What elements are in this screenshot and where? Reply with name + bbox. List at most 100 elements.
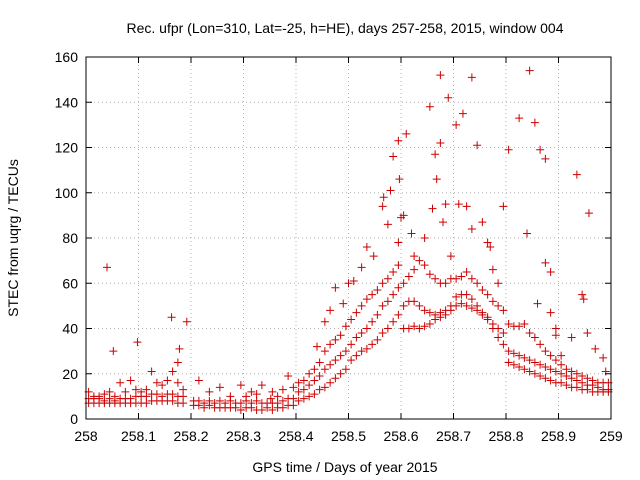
data-point (462, 267, 471, 276)
data-point (509, 349, 518, 358)
data-point (504, 319, 513, 328)
data-point (305, 369, 314, 378)
data-point (147, 367, 156, 376)
data-point (331, 283, 340, 292)
y-tick-label: 160 (55, 49, 79, 65)
data-point (473, 301, 482, 310)
data-point (591, 344, 600, 353)
data-point (383, 220, 392, 229)
data-point (525, 367, 534, 376)
data-point (601, 367, 610, 376)
x-tick-label: 258.3 (226, 428, 261, 444)
data-point (515, 362, 524, 371)
data-point (131, 385, 140, 394)
data-point (584, 209, 593, 218)
data-point (278, 385, 287, 394)
data-point (567, 367, 576, 376)
data-point (546, 351, 555, 360)
data-point (336, 351, 345, 360)
data-point (357, 263, 366, 272)
data-point (394, 136, 403, 145)
data-point (294, 396, 303, 405)
data-point (541, 154, 550, 163)
data-point (200, 403, 209, 412)
data-point (336, 331, 345, 340)
data-point (126, 376, 135, 385)
data-point (436, 71, 445, 80)
y-axis-label: STEC from uqrg / TECUs (5, 159, 21, 317)
x-tick-label: 258.2 (173, 428, 208, 444)
data-point (299, 376, 308, 385)
x-tick-label: 258.5 (331, 428, 366, 444)
data-point (515, 322, 524, 331)
y-tick-label: 120 (55, 140, 79, 156)
data-point (410, 322, 419, 331)
data-point (515, 351, 524, 360)
data-point (266, 394, 275, 403)
data-point (362, 344, 371, 353)
data-point (320, 383, 329, 392)
data-point (173, 358, 182, 367)
x-axis-label: GPS time / Days of year 2015 (252, 459, 437, 475)
data-point (205, 401, 214, 410)
data-point (167, 313, 176, 322)
y-tick-label: 80 (62, 230, 78, 246)
data-point (478, 286, 487, 295)
x-tick-label: 259 (599, 428, 623, 444)
data-point (179, 392, 188, 401)
y-tick-label: 40 (62, 321, 78, 337)
grid-lines (86, 57, 611, 419)
data-point (520, 365, 529, 374)
data-point (399, 279, 408, 288)
data-point (252, 390, 261, 399)
data-point (488, 265, 497, 274)
data-point (499, 329, 508, 338)
data-point (168, 396, 177, 405)
data-point (473, 279, 482, 288)
data-point (294, 387, 303, 396)
data-point (331, 374, 340, 383)
data-point (462, 202, 471, 211)
data-point (499, 340, 508, 349)
data-point (431, 150, 440, 159)
data-point (109, 347, 118, 356)
data-point (399, 211, 408, 220)
data-point (263, 403, 272, 412)
data-point (142, 399, 151, 408)
data-point (278, 396, 287, 405)
data-point (331, 356, 340, 365)
data-point (541, 374, 550, 383)
data-point (583, 374, 592, 383)
data-point (462, 301, 471, 310)
data-point (313, 342, 321, 351)
data-point (431, 310, 440, 319)
data-point (425, 308, 434, 317)
data-point (352, 308, 361, 317)
data-point (546, 365, 555, 374)
data-point (436, 313, 445, 322)
y-tick-label: 100 (55, 185, 79, 201)
data-point (515, 114, 524, 123)
data-point (278, 403, 287, 412)
data-point (572, 376, 581, 385)
y-tick-label: 0 (70, 411, 78, 427)
data-point (231, 403, 240, 412)
data-point (439, 218, 447, 227)
data-point (467, 73, 476, 82)
data-point (399, 301, 408, 310)
x-tick-label: 258.9 (541, 428, 576, 444)
data-point (383, 297, 392, 306)
data-point (452, 301, 461, 310)
data-point (444, 93, 453, 102)
data-point (578, 378, 587, 387)
data-point (383, 274, 392, 283)
data-point (425, 319, 434, 328)
data-point (446, 252, 455, 261)
data-point (152, 378, 161, 387)
data-point (562, 365, 571, 374)
data-point (425, 102, 434, 111)
data-point (310, 365, 319, 374)
data-point (533, 299, 542, 308)
data-point (242, 392, 251, 401)
